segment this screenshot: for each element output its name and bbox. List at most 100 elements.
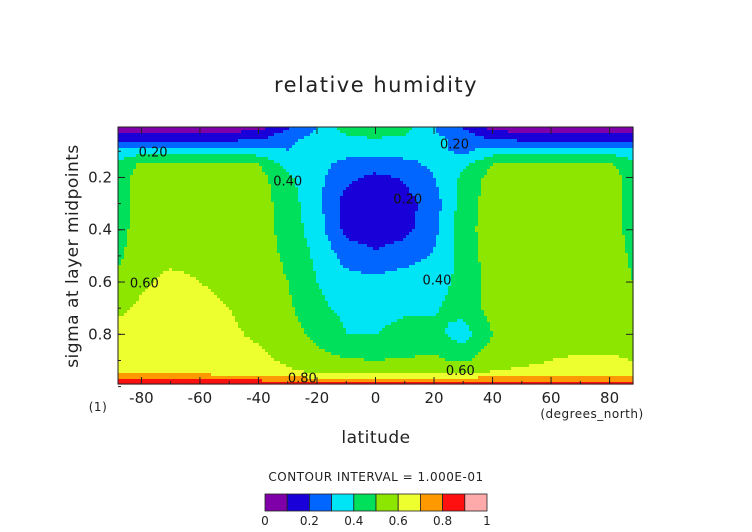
contour-cell [277,142,281,146]
contour-cell [502,148,506,152]
contour-cell [220,127,224,131]
contour-cell [526,145,530,149]
contour-cell [562,127,566,131]
contour-cell [154,127,158,131]
contour-cell [466,133,470,137]
contour-cell [607,148,611,152]
contour-cell [496,127,500,131]
contour-cell [427,139,431,143]
contour-cell [295,139,299,143]
contour-cell [553,130,557,134]
contour-cell [436,145,440,149]
contour-cell [310,148,314,152]
contour-cell [235,127,239,131]
contour-cell [412,136,416,140]
contour-cell [373,139,377,143]
contour-cell [418,139,422,143]
contour-cell [430,136,434,140]
contour-cell [154,139,158,143]
contour-cell [145,151,149,155]
contour-cell [223,148,227,152]
contour-cell [295,136,299,140]
contour-cell [187,139,191,143]
contour-cell [307,127,311,131]
contour-cell [577,139,581,143]
contour-cell [325,139,329,143]
contour-cell [316,127,320,131]
contour-cell [445,136,449,140]
contour-cell [592,133,596,137]
contour-cell [172,139,176,143]
contour-cell [367,148,371,152]
contour-cell [184,136,188,140]
contour-cell [349,139,353,143]
contour-cell [367,145,371,149]
contour-cell [448,136,452,140]
contour-cell [427,133,431,137]
contour-cell [607,145,611,149]
contour-cell [475,133,479,137]
contour-cell [211,148,215,152]
contour-cell [454,145,458,149]
contour-cell [601,139,605,143]
contour-cell [565,130,569,134]
contour-cell [616,127,620,131]
contour-cell [130,139,134,143]
contour-cell [421,136,425,140]
contour-cell [493,145,497,149]
contour-cell [556,136,560,140]
contour-cell [376,142,380,146]
contour-cell [433,148,437,152]
contour-cell [166,151,170,155]
contour-cell [223,127,227,131]
contour-cell [175,139,179,143]
contour-cell [235,136,239,140]
contour-cell [214,148,218,152]
contour-cell [598,127,602,131]
contour-cell [292,142,296,146]
contour-cell [490,148,494,152]
contour-cell [154,142,158,146]
contour-cell [145,145,149,149]
contour-cell [487,127,491,131]
contour-cell [604,145,608,149]
contour-cell [562,145,566,149]
contour-cell [133,136,137,140]
contour-cell [412,145,416,149]
contour-cell [118,142,122,146]
contour-cell [316,142,320,146]
contour-cell [136,145,140,149]
contour-cell [328,142,332,146]
contour-cell [481,133,485,137]
contour-cell [349,145,353,149]
contour-cell [379,130,383,134]
contour-cell [595,145,599,149]
contour-cell [301,133,305,137]
contour-cell [412,139,416,143]
contour-cell [394,130,398,134]
contour-cell [328,133,332,137]
contour-cell [154,130,158,134]
contour-cell [373,145,377,149]
contour-cell [376,130,380,134]
contour-cell [400,136,404,140]
contour-cell [454,148,458,152]
contour-cell [544,148,548,152]
contour-cell [376,133,380,137]
contour-cell [175,136,179,140]
contour-cell [580,127,584,131]
contour-cell [589,130,593,134]
contour-cell [544,127,548,131]
contour-cell [157,127,161,131]
contour-cell [466,148,470,152]
contour-cell [496,145,500,149]
contour-cell [274,127,278,131]
contour-cell [250,127,254,131]
contour-cell [532,148,536,152]
contour-cell [178,151,182,155]
contour-cell [601,136,605,140]
contour-cell [400,142,404,146]
contour-cell [409,148,413,152]
contour-cell [364,142,368,146]
contour-cell [592,148,596,152]
